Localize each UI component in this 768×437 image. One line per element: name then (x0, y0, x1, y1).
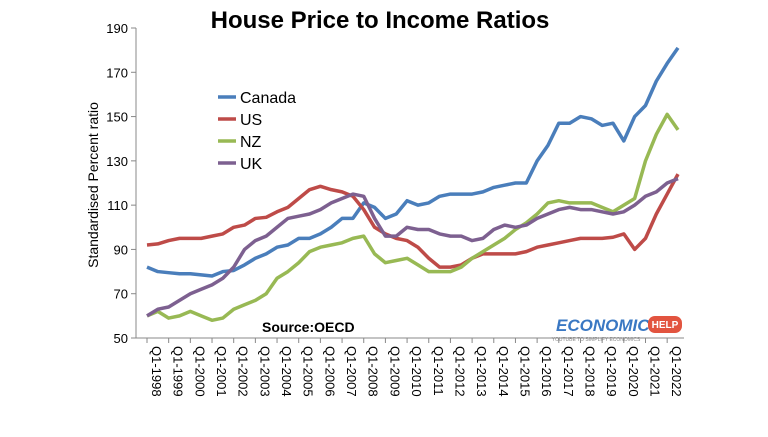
x-tick-label: Q1-2000 (192, 346, 207, 397)
x-tick-label: Q1-2003 (257, 346, 272, 397)
y-tick-label: 90 (114, 242, 128, 257)
y-tick-label: 110 (107, 198, 128, 213)
x-tick-label: Q1-2021 (647, 346, 662, 397)
x-tick-label: Q1-2019 (604, 346, 619, 397)
series-line (146, 112, 680, 323)
y-tick-label: 70 (114, 287, 128, 302)
x-tick-label: Q1-1998 (149, 346, 164, 397)
legend-label: US (240, 112, 262, 129)
y-tick-label: 130 (106, 154, 128, 169)
x-tick-label: Q1-2007 (344, 346, 359, 397)
legend-label: NZ (240, 134, 262, 151)
x-tick-label: Q1-2017 (561, 346, 576, 397)
x-tick-label: Q1-2022 (669, 346, 684, 397)
x-tick-label: Q1-2009 (387, 346, 402, 397)
x-tick-label: Q1-2008 (366, 346, 381, 397)
y-tick-label: 50 (114, 331, 128, 346)
y-axis-label: Standardised Percent ratio (85, 102, 101, 268)
logo: ECONOMICS HELP YOUTUBE TO SIMPLIFY ECONO… (552, 316, 682, 343)
series-line (146, 46, 680, 278)
x-tick-label: Q1-2020 (626, 346, 641, 397)
x-tick-label: Q1-2001 (214, 346, 229, 397)
chart-title: House Price to Income Ratios (211, 7, 550, 34)
x-tick-label: Q1-2006 (322, 346, 337, 397)
x-tick-label: Q1-2010 (409, 346, 424, 397)
x-tick-label: Q1-2014 (496, 346, 511, 397)
legend-label: Canada (240, 90, 296, 107)
legend-label: UK (240, 156, 263, 173)
series-line (146, 176, 679, 318)
x-tick-label: Q1-2016 (539, 346, 554, 397)
y-tick-label: 150 (106, 110, 128, 125)
y-tick-label: 170 (106, 65, 128, 80)
logo-badge-bg (648, 316, 682, 333)
x-tick-label: Q1-2004 (279, 346, 294, 397)
logo-main: ECONOMICS (556, 316, 662, 335)
x-tick-label: Q1-2011 (431, 346, 446, 396)
x-tick-label: Q1-2018 (582, 346, 597, 397)
x-tick-label: Q1-1999 (171, 346, 186, 397)
source-note: Source:OECD (262, 319, 355, 335)
series-line (146, 173, 680, 269)
x-tick-label: Q1-2015 (517, 346, 532, 397)
x-tick-label: Q1-2013 (474, 346, 489, 397)
x-tick-label: Q1-2012 (452, 346, 467, 397)
x-tick-label: Q1-2005 (301, 346, 316, 397)
logo-tagline: YOUTUBE TO SIMPLIFY ECONOMICS (552, 337, 641, 343)
y-tick-label: 190 (106, 21, 128, 36)
logo-badge: HELP (652, 320, 679, 331)
x-tick-label: Q1-2002 (236, 346, 251, 397)
